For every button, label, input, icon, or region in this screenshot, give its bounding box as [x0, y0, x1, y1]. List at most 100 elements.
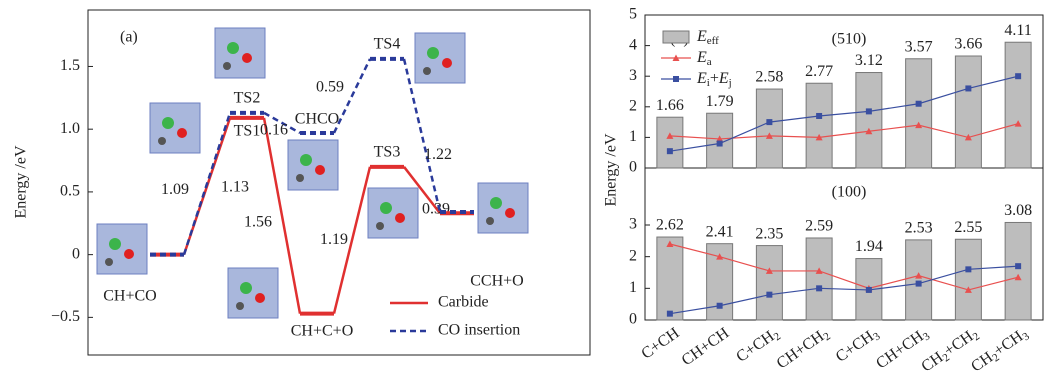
structure-image — [215, 28, 265, 78]
bar — [756, 89, 782, 168]
connector — [334, 59, 370, 133]
barrier-label: 1.56 — [244, 213, 272, 230]
atom — [227, 42, 239, 54]
y-tick-label: 0 — [629, 311, 637, 328]
bar — [955, 56, 981, 168]
value-label: 3.08 — [1004, 202, 1032, 219]
marker — [816, 113, 822, 119]
value-label: 2.41 — [706, 223, 734, 240]
figure: (a) Energy /eV (b) Energy /eV −0.500.51.… — [0, 0, 1058, 383]
barrier-label: 0.16 — [260, 122, 288, 139]
bar — [806, 83, 832, 168]
marker — [766, 292, 772, 298]
panel-label: (a) — [120, 29, 138, 46]
barrier-label: 1.19 — [320, 231, 348, 248]
atom — [236, 302, 244, 310]
bar — [657, 237, 683, 320]
panel-title: (510) — [832, 31, 867, 48]
y-tick-label: −0.5 — [51, 308, 80, 325]
structure-image — [415, 33, 465, 83]
legend-marker — [673, 76, 679, 82]
marker — [816, 285, 822, 291]
structure-image — [97, 224, 147, 274]
legend-label: Ea — [696, 49, 712, 68]
atom — [315, 165, 325, 175]
value-label: 2.35 — [755, 225, 783, 242]
state-label: CH+C+O — [291, 322, 354, 339]
state-label: TS4 — [374, 36, 401, 53]
state-label: TS3 — [374, 143, 401, 160]
structure-image — [228, 268, 278, 318]
x-tick-label: C+CH — [638, 324, 682, 362]
atom — [423, 67, 431, 75]
marker — [667, 311, 673, 317]
marker — [916, 281, 922, 287]
y-tick-label: 2 — [629, 97, 637, 114]
y-tick-label: 4 — [629, 36, 637, 53]
barrier-label: 0.59 — [316, 79, 344, 96]
bar — [906, 59, 932, 168]
atom — [177, 128, 187, 138]
y-tick-label: 1.0 — [60, 120, 80, 137]
bar — [806, 238, 832, 320]
atom — [105, 258, 113, 266]
barrier-label: 1.13 — [221, 178, 249, 195]
x-tick-label: CH+CH2 — [773, 324, 832, 373]
structure-image — [150, 103, 200, 153]
value-label: 3.66 — [954, 36, 982, 53]
marker — [667, 148, 673, 154]
bar — [1005, 42, 1031, 168]
value-label: 3.57 — [905, 38, 933, 55]
structure-image — [368, 188, 418, 238]
value-label: 2.53 — [905, 220, 933, 237]
panel-title: (100) — [832, 184, 867, 201]
legend-label: Ei+Ej — [696, 70, 732, 89]
marker — [916, 101, 922, 107]
value-label: 3.12 — [855, 52, 883, 69]
marker — [965, 266, 971, 272]
state-label: TS2 — [234, 90, 261, 107]
y-tick-label: 1.5 — [60, 57, 80, 74]
atom — [442, 58, 452, 68]
structure-image — [288, 140, 338, 190]
atom — [158, 137, 166, 145]
value-label: 2.62 — [656, 217, 684, 234]
legend-label: Carbide — [438, 294, 489, 311]
atom — [376, 222, 384, 230]
value-label: 2.58 — [755, 69, 783, 86]
y-tick-label: 3 — [629, 216, 637, 233]
atom — [505, 208, 515, 218]
page: (a) Energy /eV (b) Energy /eV −0.500.51.… — [0, 0, 1058, 383]
bar — [955, 239, 981, 320]
atom — [109, 238, 121, 250]
barrier-label: 1.09 — [161, 181, 189, 198]
legend-swatch — [663, 31, 689, 43]
marker — [717, 303, 723, 309]
value-label: 1.94 — [855, 238, 883, 255]
x-tick-label: CH+CH — [678, 324, 732, 369]
state-label: CHCO — [295, 111, 339, 128]
state-label: TS1 — [234, 123, 261, 140]
state-label: CCH+O — [470, 273, 523, 290]
y-axis-label: Energy /eV — [13, 145, 30, 218]
marker — [717, 141, 723, 147]
atom — [380, 202, 392, 214]
marker — [1015, 73, 1021, 79]
atom — [242, 53, 252, 63]
atom — [124, 249, 134, 259]
atom — [486, 217, 494, 225]
atom — [162, 117, 174, 129]
x-tick-label: CH2+CH3 — [968, 324, 1032, 377]
y-tick-label: 3 — [629, 67, 637, 84]
value-label: 2.77 — [805, 63, 833, 80]
value-label: 1.79 — [706, 93, 734, 110]
value-label: 1.66 — [656, 97, 684, 114]
value-label: 2.55 — [954, 219, 982, 236]
atom — [296, 174, 304, 182]
value-label: 4.11 — [1004, 22, 1031, 39]
barrier-label: 1.22 — [424, 146, 452, 163]
structure-image — [478, 183, 528, 233]
atom — [255, 293, 265, 303]
bar — [756, 246, 782, 320]
atom — [240, 282, 252, 294]
